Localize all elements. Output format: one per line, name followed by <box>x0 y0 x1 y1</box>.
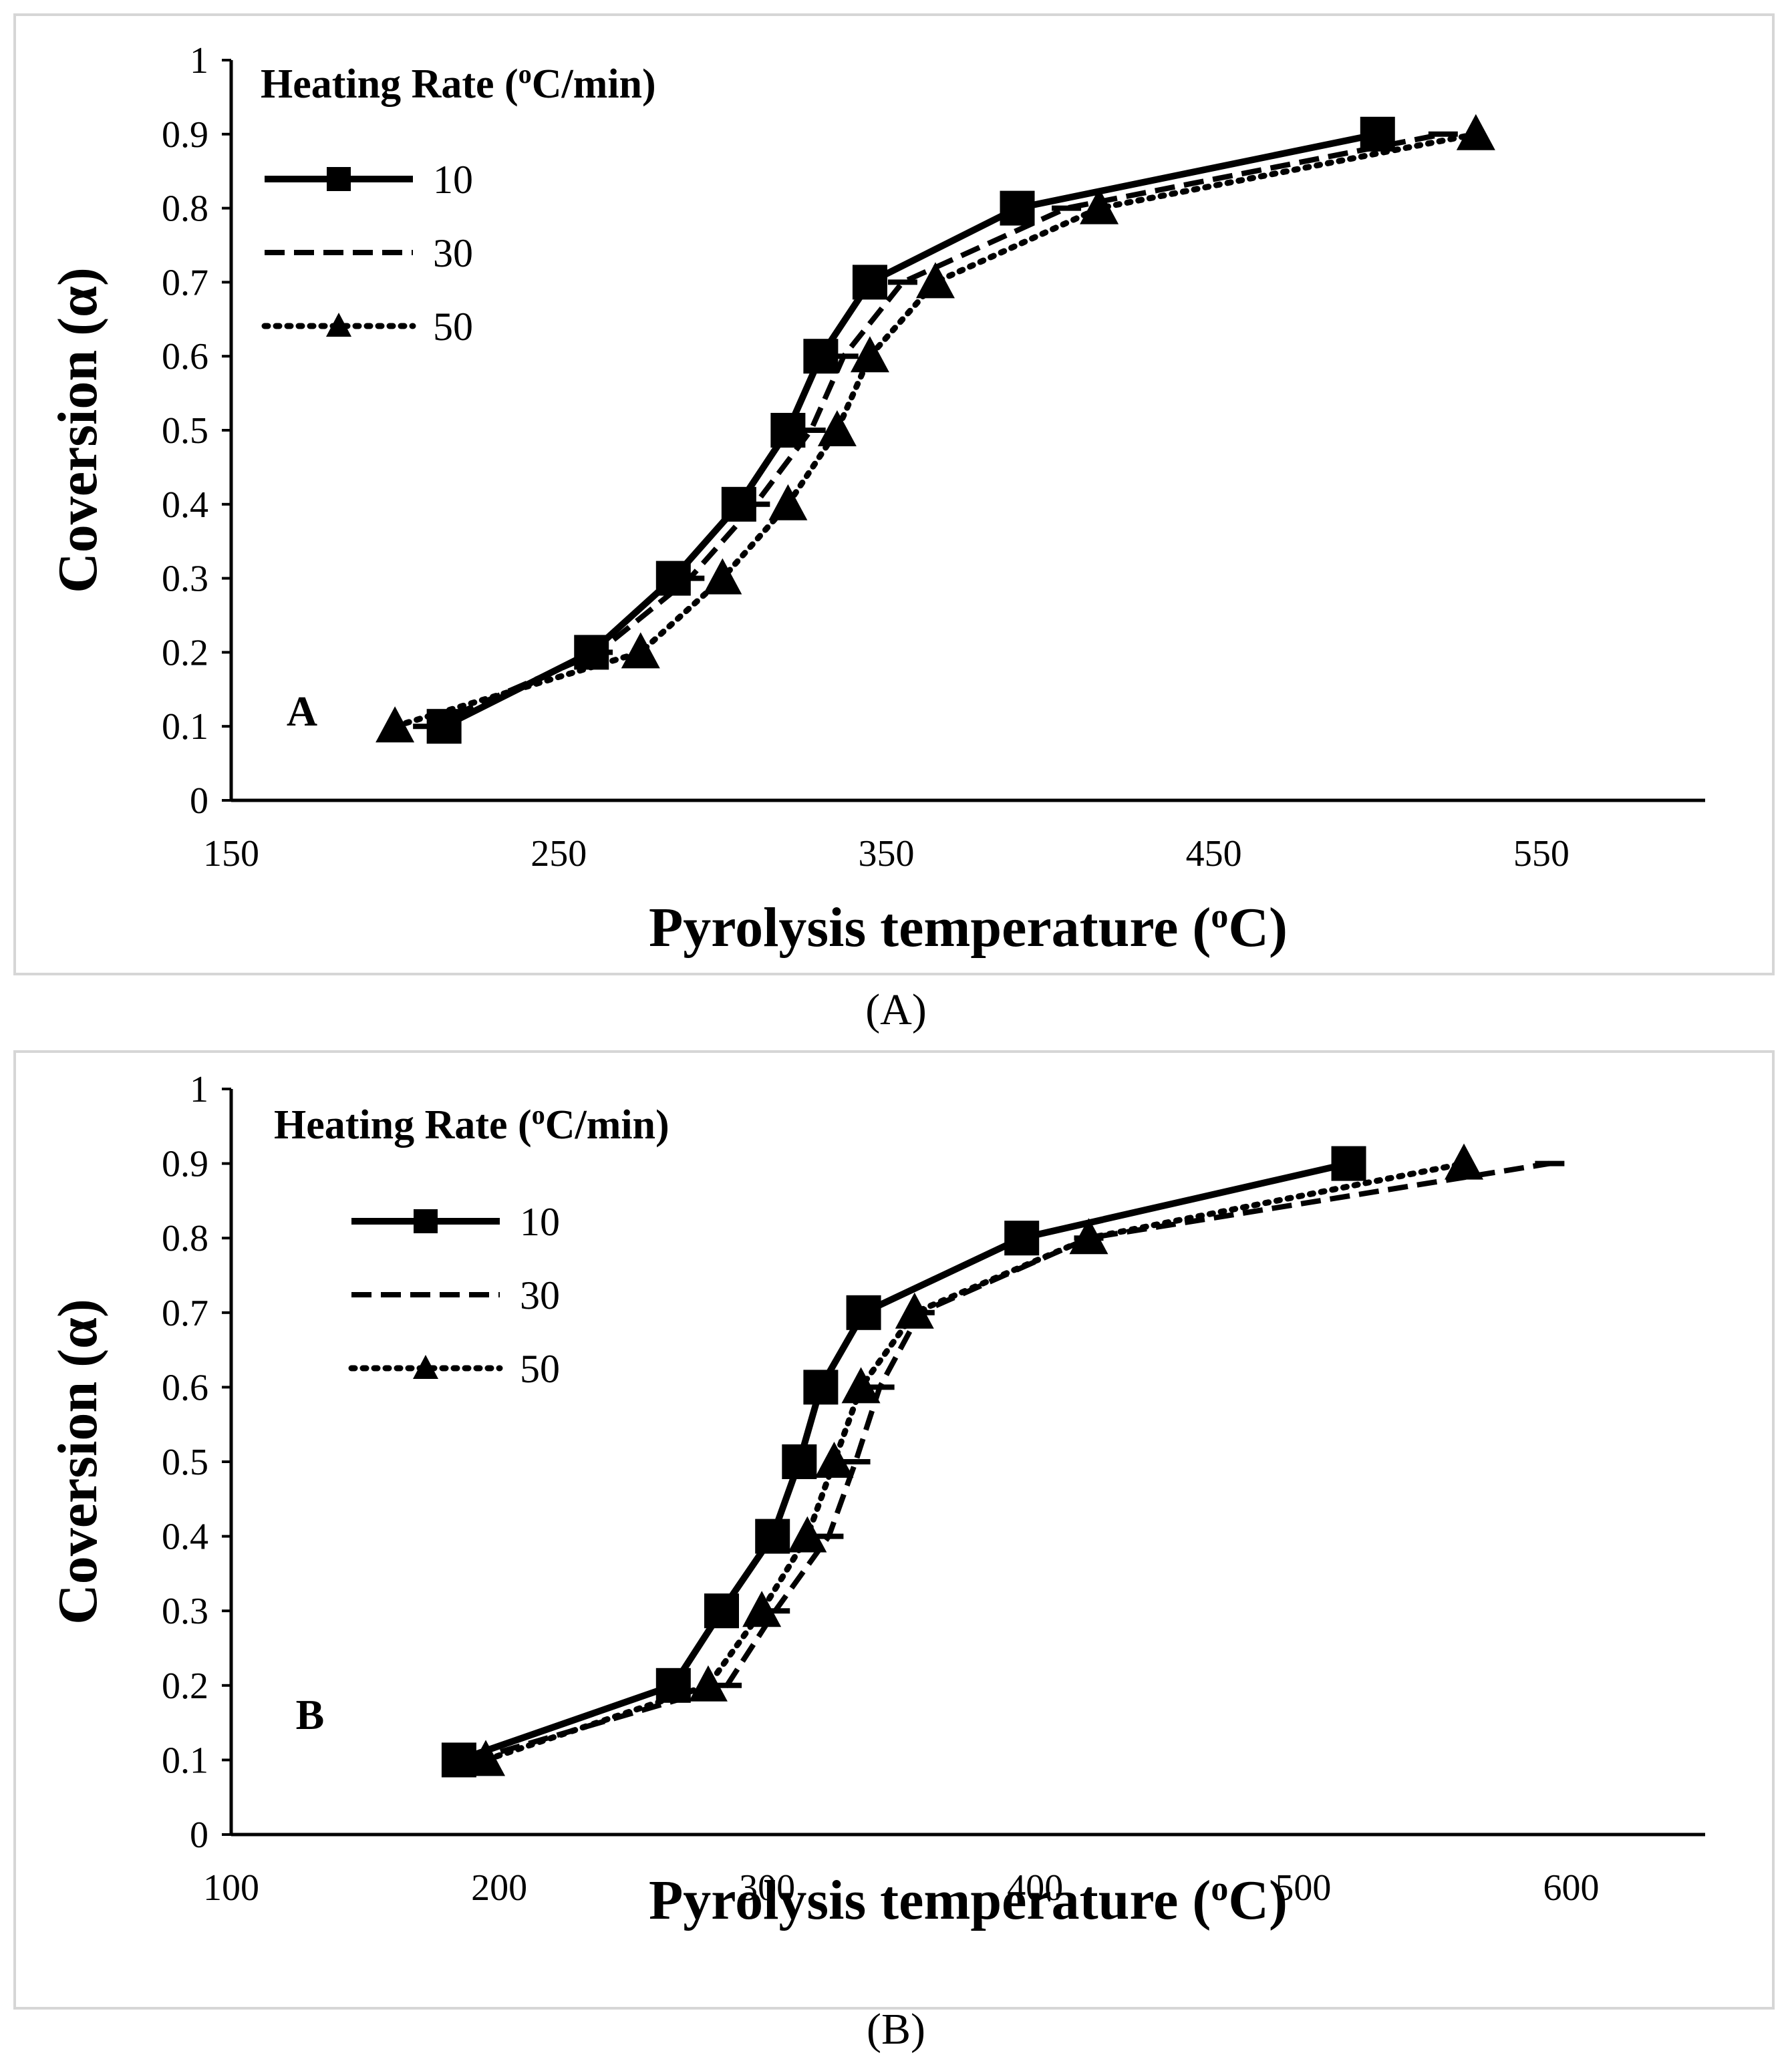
b-series-30-line <box>471 1160 1551 1763</box>
a-y-tick-label: 0.8 <box>162 188 208 230</box>
b-series-10-point <box>655 1668 691 1703</box>
b-y-tick-label: 0.5 <box>162 1442 208 1483</box>
a-y-tick-label: 0.4 <box>162 484 208 526</box>
a-series-50-point <box>850 336 889 373</box>
a-y-tick-label: 0.2 <box>162 632 208 673</box>
a-panel-label: A <box>287 687 317 735</box>
a-legend-label-10: 10 <box>433 158 473 202</box>
b-y-tick-label: 0.9 <box>162 1144 208 1185</box>
a-y-tick-label: 0.5 <box>162 410 208 452</box>
b-legend-title: Heating Rate (oC/min) <box>274 1100 669 1148</box>
b-legend-marker-50 <box>413 1355 438 1379</box>
a-series-50-point <box>376 706 415 743</box>
a-x-tick-label: 350 <box>858 833 914 875</box>
a-x-tick-label: 250 <box>531 833 587 875</box>
a-series-50-line <box>392 131 1479 730</box>
a-y-tick-label: 0.7 <box>162 262 208 303</box>
a-y-tick-label: 0 <box>190 780 208 822</box>
a-series-10-point <box>721 486 756 522</box>
a-legend-marker-10 <box>327 167 351 191</box>
a-legend-label-50: 50 <box>433 305 473 349</box>
a-series-50-point <box>817 410 857 446</box>
chart-b: 0 0.1 0.2 0.3 0.4 0.5 0.6 0.7 0.8 0.9 1 100 200 300 40… <box>47 1069 1705 1931</box>
b-x-tick-label: 600 <box>1543 1867 1599 1909</box>
a-series-10-point <box>574 635 609 670</box>
a-y-axis-title: Coversion (α) <box>47 267 109 593</box>
a-series-50-point <box>915 262 955 299</box>
b-legend-marker-10 <box>414 1209 438 1233</box>
b-y-tick-label: 0.7 <box>162 1293 208 1334</box>
a-legend-title: Heating Rate (oC/min) <box>261 59 656 108</box>
a-series-10-point <box>655 561 691 596</box>
b-series-10-line <box>458 1160 1350 1764</box>
b-series-10-point <box>803 1370 839 1405</box>
a-y-tick-label: 1 <box>190 40 208 82</box>
b-y-tick-label: 0.2 <box>162 1666 208 1707</box>
a-series-10-point <box>1360 116 1395 152</box>
a-x-tick-label: 450 <box>1186 833 1242 875</box>
a-x-tick-label: 550 <box>1513 833 1570 875</box>
a-legend-marker-50 <box>326 313 351 337</box>
a-series-10-point <box>426 709 462 744</box>
caption-a: (A) <box>865 985 927 1034</box>
a-y-tick-label: 0.6 <box>162 336 208 377</box>
a-y-tick-label: 0.3 <box>162 559 208 600</box>
b-series-50-point <box>1445 1143 1484 1180</box>
a-y-tick-label: 0.9 <box>162 114 208 156</box>
b-series-10-point <box>782 1444 817 1479</box>
b-x-tick-label: 100 <box>203 1867 259 1909</box>
a-series-50-point <box>768 484 808 520</box>
chart-panel-a: 0 0.1 0.2 0.3 0.4 0.5 0.6 0.7 0.8 0.9 1 150 250 350 45… <box>13 13 1775 975</box>
b-series-10-point <box>1004 1221 1040 1256</box>
b-series-50-point <box>814 1442 854 1478</box>
caption-b: (B) <box>867 2005 925 2054</box>
b-series-10-point <box>441 1742 476 1778</box>
b-legend-label-30: 30 <box>520 1273 560 1317</box>
b-y-tick-label: 0.3 <box>162 1591 208 1632</box>
chart-a: 0 0.1 0.2 0.3 0.4 0.5 0.6 0.7 0.8 0.9 1 150 250 350 45… <box>47 40 1705 959</box>
b-series-10-point <box>1331 1146 1366 1181</box>
a-series-10-point <box>852 265 887 300</box>
a-x-axis-title: Pyrolysis temperature (oC) <box>649 897 1288 959</box>
b-y-tick-label: 0 <box>190 1814 208 1856</box>
chart-panel-b: 0 0.1 0.2 0.3 0.4 0.5 0.6 0.7 0.8 0.9 1 100 200 300 40… <box>13 1050 1775 2010</box>
a-y-tick-label: 0.1 <box>162 706 208 748</box>
a-series-50-point <box>621 632 660 669</box>
b-y-axis-title: Coversion (α) <box>47 1299 109 1625</box>
b-x-tick-label: 200 <box>471 1867 527 1909</box>
b-x-axis-title: Pyrolysis temperature (oC) <box>649 1869 1288 1931</box>
a-x-tick-label: 150 <box>203 833 259 875</box>
b-series-50-line <box>482 1160 1467 1763</box>
b-series-50-point <box>788 1516 827 1553</box>
a-series-50-point <box>703 558 742 595</box>
b-y-tick-label: 0.1 <box>162 1740 208 1781</box>
b-legend-label-50: 50 <box>520 1347 560 1391</box>
b-x-tick-label: 400 <box>1007 1867 1063 1909</box>
b-series-10-point <box>704 1593 739 1629</box>
a-series-10-point <box>1000 190 1035 226</box>
b-x-tick-label: 500 <box>1275 1867 1331 1909</box>
b-y-tick-label: 0.8 <box>162 1218 208 1259</box>
b-x-tick-label: 300 <box>739 1867 795 1909</box>
b-series-50-point <box>841 1367 881 1404</box>
b-legend-label-10: 10 <box>520 1200 560 1244</box>
b-panel-label: B <box>296 1691 325 1738</box>
a-series-30-line <box>426 131 1444 729</box>
a-series-50-point <box>1080 188 1119 224</box>
b-y-tick-label: 0.4 <box>162 1517 208 1558</box>
a-series-50-point <box>1456 114 1495 150</box>
a-series-10-point <box>803 339 839 374</box>
b-series-10-point <box>846 1295 881 1330</box>
b-y-tick-label: 0.6 <box>162 1367 208 1408</box>
b-series-10-point <box>755 1519 790 1554</box>
a-legend-label-30: 30 <box>433 231 473 275</box>
b-y-tick-label: 1 <box>190 1069 208 1110</box>
a-series-10-point <box>770 413 806 448</box>
